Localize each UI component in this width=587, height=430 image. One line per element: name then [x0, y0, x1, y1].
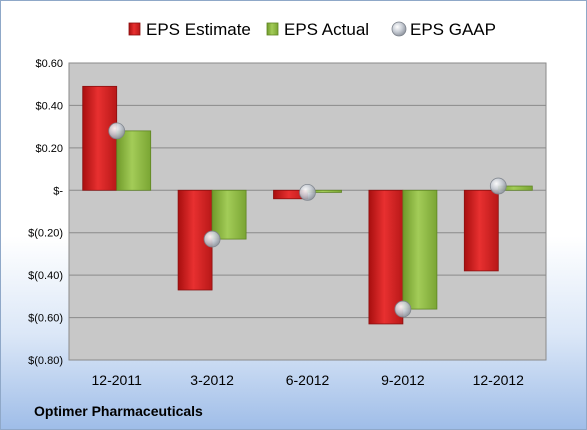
company-name: Optimer Pharmaceuticals	[34, 403, 203, 419]
y-axis-ticks: $0.60 $0.40 $0.20 $- $(0.20) $(0.40) $(0.60) $(…	[28, 58, 63, 367]
x-tick-label: 9-2012	[381, 372, 425, 388]
x-tick-label: 12-2011	[92, 372, 143, 388]
y-tick-label: $(0.80)	[28, 355, 63, 367]
actual-bar	[116, 130, 152, 191]
legend-actual-swatch	[266, 22, 279, 36]
actual-bar	[211, 189, 247, 240]
legend-estimate-swatch	[128, 22, 141, 36]
gaap-point	[108, 122, 126, 140]
y-tick-label: $(0.60)	[28, 313, 63, 325]
x-tick-label: 12-2012	[473, 372, 525, 388]
y-tick-label: $0.40	[35, 100, 63, 112]
y-tick-label: $0.20	[35, 143, 63, 155]
legend-actual-label: EPS Actual	[284, 20, 369, 39]
actual-bar	[402, 189, 438, 310]
legend-gaap-label: EPS GAAP	[410, 20, 496, 39]
legend: EPS Estimate EPS Actual EPS GAAP	[128, 20, 496, 39]
legend-estimate-label: EPS Estimate	[146, 20, 251, 39]
x-axis-ticks: 12-2011 3-2012 6-2012 9-2012 12-2012	[92, 372, 525, 388]
x-tick-label: 6-2012	[286, 372, 330, 388]
estimate-bar	[82, 85, 118, 191]
gaap-point	[299, 184, 316, 201]
gaap-points	[108, 122, 507, 318]
x-tick-label: 3-2012	[190, 372, 234, 388]
y-tick-label: $(0.20)	[28, 228, 63, 240]
y-tick-label: $0.60	[35, 58, 63, 70]
bars	[82, 85, 533, 325]
gaap-point	[394, 300, 412, 318]
gaap-point	[203, 230, 221, 248]
gridlines	[69, 62, 546, 361]
gaap-point	[489, 177, 507, 195]
y-tick-label: $(0.40)	[28, 270, 63, 282]
legend-gaap-swatch	[391, 21, 407, 37]
estimate-bar	[463, 189, 499, 272]
y-tick-label: $-	[53, 185, 63, 197]
